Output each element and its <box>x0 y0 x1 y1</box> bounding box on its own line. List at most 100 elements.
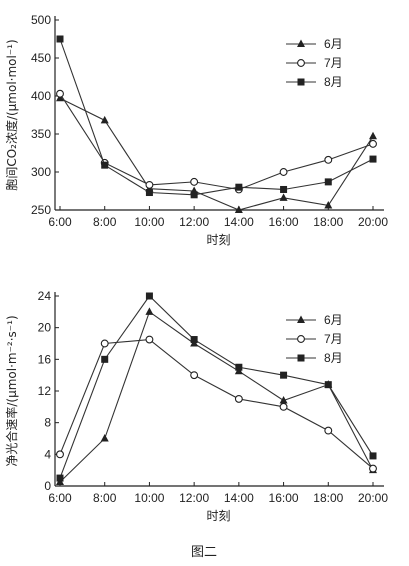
data-point <box>324 381 332 389</box>
x-tick-label: 14:00 <box>224 491 254 505</box>
series-circle <box>56 89 377 194</box>
data-point <box>280 371 288 379</box>
y-tick-label: 4 <box>44 447 51 461</box>
series-line <box>59 310 374 483</box>
data-point <box>145 180 154 189</box>
y-axis-title: 胞间CO₂浓度/(μmol·mol⁻¹) <box>4 39 19 190</box>
x-tick-label: 20:00 <box>358 215 388 229</box>
data-point <box>145 189 153 197</box>
data-point <box>145 335 154 344</box>
legend-label: 6月 <box>324 313 343 327</box>
series-line <box>59 38 374 196</box>
x-tick-label: 20:00 <box>358 491 388 505</box>
data-point <box>100 339 109 348</box>
legend-item: 6月 <box>286 37 343 51</box>
y-tick-label: 12 <box>38 384 52 398</box>
y-tick-label: 24 <box>38 289 52 303</box>
figure-caption: 图二 <box>191 545 217 560</box>
series-line <box>59 338 374 470</box>
data-point <box>190 177 199 186</box>
data-point <box>369 131 377 140</box>
chart-net-photosynthesis: 0 4 8 12 16 20 24 6:00 8:00 10:00 12:00 14:00 16:00 1… <box>4 289 388 523</box>
data-point <box>280 185 288 193</box>
data-point <box>56 89 64 98</box>
legend-marker <box>297 315 305 323</box>
x-tick-label: 12:00 <box>179 215 209 229</box>
x-tick-label: 16:00 <box>269 215 299 229</box>
x-tick-label: 8:00 <box>93 491 117 505</box>
legend-item: 8月 <box>286 351 343 365</box>
data-point <box>279 396 288 404</box>
data-point <box>234 394 243 403</box>
y-tick-label: 400 <box>31 89 51 103</box>
data-point <box>324 178 332 186</box>
y-tick-label: 16 <box>38 352 52 366</box>
x-tick-label: 10:00 <box>134 491 164 505</box>
x-tick-label: 16:00 <box>269 491 299 505</box>
x-tick-label: 12:00 <box>179 491 209 505</box>
data-point <box>324 426 333 435</box>
legend-marker <box>297 78 305 86</box>
x-tick-label: 6:00 <box>48 491 72 505</box>
chart-co2-concentration: 250 300 350 400 450 500 6:00 8:00 10:00 12:00 14:0… <box>4 13 388 247</box>
x-tick-label: 8:00 <box>93 215 117 229</box>
data-point <box>235 363 243 371</box>
x-axis-title: 时刻 <box>206 233 230 247</box>
data-point <box>279 168 288 176</box>
legend-item: 7月 <box>286 56 343 70</box>
y-tick-label: 300 <box>31 165 51 179</box>
data-point <box>56 35 64 43</box>
series-line <box>59 97 374 211</box>
y-tick-label: 8 <box>44 416 51 430</box>
legend-label: 8月 <box>324 351 343 365</box>
data-point <box>56 474 64 482</box>
data-point <box>190 191 198 199</box>
data-point <box>190 336 198 344</box>
legend-item: 6月 <box>286 313 343 327</box>
data-point <box>279 193 288 201</box>
legend-item: 7月 <box>286 332 343 346</box>
data-point <box>190 371 199 380</box>
series-triangle <box>56 93 377 213</box>
y-tick-label: 500 <box>31 13 51 27</box>
legend-marker <box>297 354 305 362</box>
y-tick-label: 350 <box>31 127 51 141</box>
legend-marker <box>297 39 305 47</box>
data-point <box>369 464 377 473</box>
x-tick-label: 18:00 <box>313 491 343 505</box>
legend-label: 7月 <box>324 332 343 346</box>
y-axis-title: 净光合速率/(μmol·m⁻²·s⁻¹) <box>4 315 19 466</box>
data-point <box>100 115 109 124</box>
legend-label: 7月 <box>324 56 343 70</box>
x-axis-title: 时刻 <box>206 509 230 523</box>
series-circle <box>56 335 377 473</box>
series-square <box>56 35 377 199</box>
legend-marker <box>297 335 305 343</box>
y-tick-label: 450 <box>31 51 51 65</box>
x-tick-label: 10:00 <box>134 215 164 229</box>
x-tick-label: 6:00 <box>48 215 72 229</box>
data-point <box>101 161 109 169</box>
data-point <box>56 450 64 459</box>
data-point <box>369 155 377 163</box>
legend-label: 6月 <box>324 37 343 51</box>
data-point <box>145 307 154 315</box>
legend-marker <box>297 59 305 67</box>
data-point <box>369 139 377 148</box>
data-point <box>100 434 109 442</box>
series-line <box>59 93 374 191</box>
x-tick-label: 18:00 <box>313 215 343 229</box>
data-point <box>234 205 243 213</box>
y-tick-label: 250 <box>31 203 51 217</box>
data-point <box>101 355 109 363</box>
series-line <box>59 295 374 479</box>
y-tick-label: 0 <box>44 479 51 493</box>
data-point <box>235 183 243 191</box>
data-point <box>145 292 153 300</box>
legend-label: 8月 <box>324 75 343 89</box>
series-square <box>56 292 377 482</box>
x-tick-label: 14:00 <box>224 215 254 229</box>
data-point <box>324 200 333 209</box>
y-tick-label: 20 <box>38 321 52 335</box>
